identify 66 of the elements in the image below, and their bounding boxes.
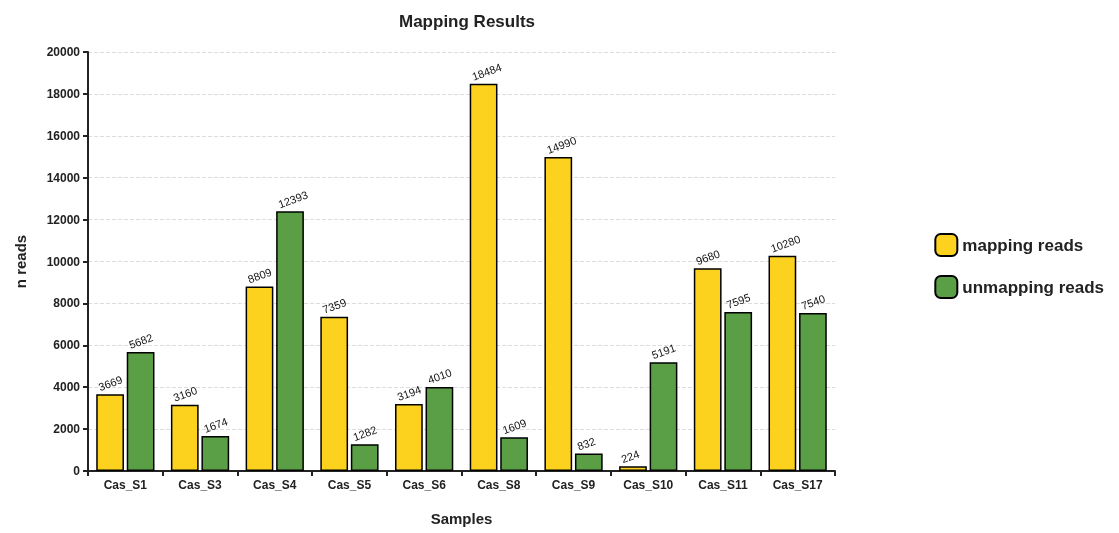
data-label: 5191 bbox=[650, 341, 678, 362]
bar bbox=[768, 255, 797, 471]
bar bbox=[320, 316, 349, 471]
bar bbox=[245, 286, 274, 471]
legend-label: mapping reads bbox=[962, 235, 1084, 255]
y-tick-label: 2000 bbox=[53, 422, 81, 437]
bar bbox=[350, 444, 379, 471]
y-tick-label: 20000 bbox=[46, 45, 81, 59]
data-label: 9680 bbox=[694, 247, 722, 268]
x-tick-label: Cas_S11 bbox=[698, 478, 748, 492]
data-label: 8809 bbox=[246, 265, 274, 286]
data-label: 1674 bbox=[201, 415, 230, 435]
y-tick-label: 8000 bbox=[53, 296, 81, 311]
x-tick-label: Cas_S9 bbox=[551, 478, 596, 492]
data-label: 224 bbox=[619, 447, 642, 466]
x-tick-label: Cas_S17 bbox=[772, 478, 823, 492]
y-tick-label: 0 bbox=[73, 464, 81, 478]
data-label: 5682 bbox=[127, 331, 155, 351]
y-tick-label: 4000 bbox=[53, 380, 81, 395]
bar bbox=[500, 437, 528, 471]
data-label: 3160 bbox=[171, 384, 199, 404]
bar bbox=[469, 83, 498, 471]
bar bbox=[96, 394, 124, 471]
x-tick-label: Cas_S6 bbox=[402, 478, 447, 492]
data-label: 3194 bbox=[395, 383, 423, 403]
bar bbox=[619, 466, 647, 471]
x-tick-label: Cas_S4 bbox=[253, 478, 297, 492]
data-label: 14990 bbox=[544, 134, 578, 156]
y-tick-label: 6000 bbox=[53, 338, 81, 353]
legend-label: unmapping reads bbox=[962, 277, 1104, 297]
y-tick-label: 18000 bbox=[46, 86, 81, 101]
y-tick-label: 16000 bbox=[46, 128, 81, 143]
x-tick-label: Cas_S8 bbox=[477, 478, 521, 492]
chart-title: Mapping Results bbox=[398, 12, 536, 31]
data-label: 7540 bbox=[799, 292, 827, 312]
data-label: 1282 bbox=[351, 423, 379, 444]
x-axis-title: Samples bbox=[430, 510, 493, 527]
data-label: 4010 bbox=[426, 366, 454, 386]
x-tick-label: Cas_S5 bbox=[327, 478, 372, 492]
bar bbox=[201, 435, 230, 471]
data-label: 3669 bbox=[96, 373, 124, 394]
bar bbox=[574, 453, 603, 471]
y-tick-label: 10000 bbox=[46, 254, 81, 269]
data-label: 10280 bbox=[769, 232, 802, 255]
bar bbox=[395, 404, 423, 471]
bar bbox=[544, 156, 573, 471]
data-label: 1609 bbox=[500, 416, 528, 437]
bar bbox=[126, 351, 155, 471]
bar bbox=[799, 313, 827, 471]
x-tick-label: Cas_S1 bbox=[103, 478, 148, 492]
x-tick-label: Cas_S10 bbox=[623, 478, 674, 492]
data-label: 832 bbox=[575, 434, 597, 453]
bar bbox=[693, 268, 722, 471]
bar bbox=[425, 386, 454, 471]
bar bbox=[170, 404, 199, 471]
data-label: 12393 bbox=[276, 188, 310, 211]
data-label: 7359 bbox=[320, 296, 348, 316]
x-tick-label: Cas_S3 bbox=[178, 478, 223, 492]
y-axis-title: n reads bbox=[12, 234, 29, 289]
data-label: 7595 bbox=[724, 291, 752, 311]
y-tick-label: 14000 bbox=[46, 170, 81, 185]
bar bbox=[724, 311, 753, 471]
bar bbox=[276, 211, 304, 471]
bar bbox=[649, 362, 678, 471]
y-tick-label: 12000 bbox=[46, 212, 81, 227]
data-label: 18484 bbox=[470, 60, 504, 83]
